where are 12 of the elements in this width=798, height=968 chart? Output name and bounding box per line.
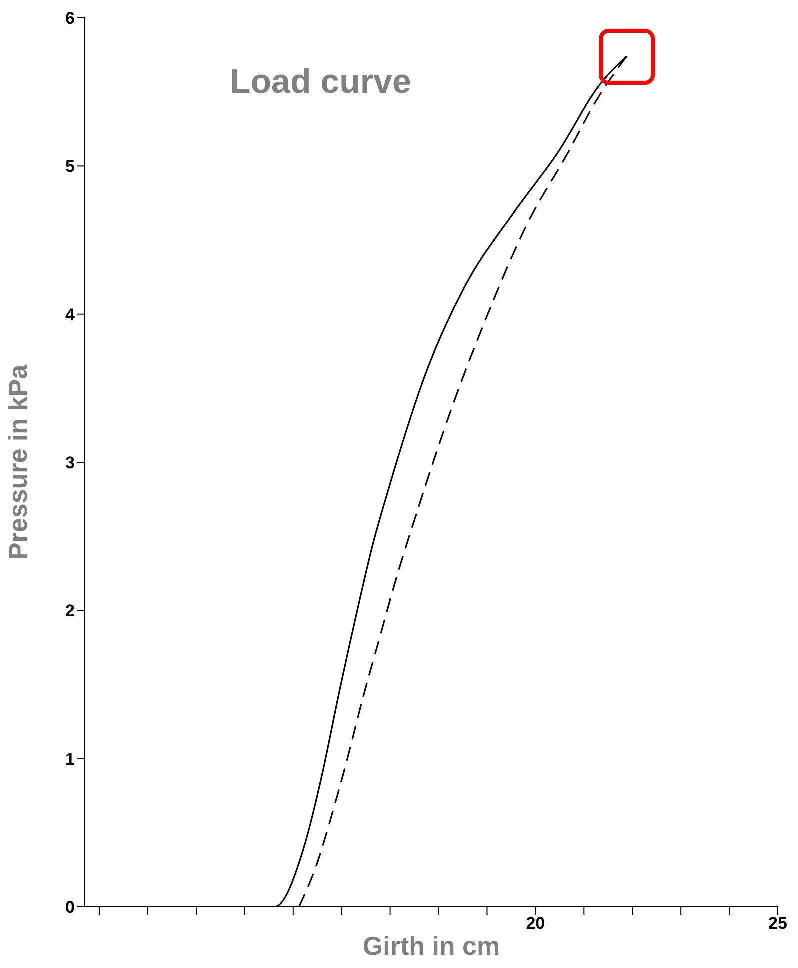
y-tick-label: 4 <box>66 305 76 324</box>
text: Load curve <box>230 63 412 102</box>
y-tick-label: 0 <box>66 898 75 918</box>
y-tick-label: 6 <box>66 9 75 28</box>
x-axis-title: Girth in cm <box>362 931 500 961</box>
x-tick-label: 25 <box>768 914 788 934</box>
x-tick-label: 20 <box>526 914 546 934</box>
y-tick-label: 2 <box>66 602 75 621</box>
y-tick-label: 3 <box>66 454 75 473</box>
y-tick-label: 1 <box>66 750 75 769</box>
y-axis-title: Pressure in kPa <box>3 364 34 560</box>
y-tick-label: 5 <box>66 157 75 176</box>
